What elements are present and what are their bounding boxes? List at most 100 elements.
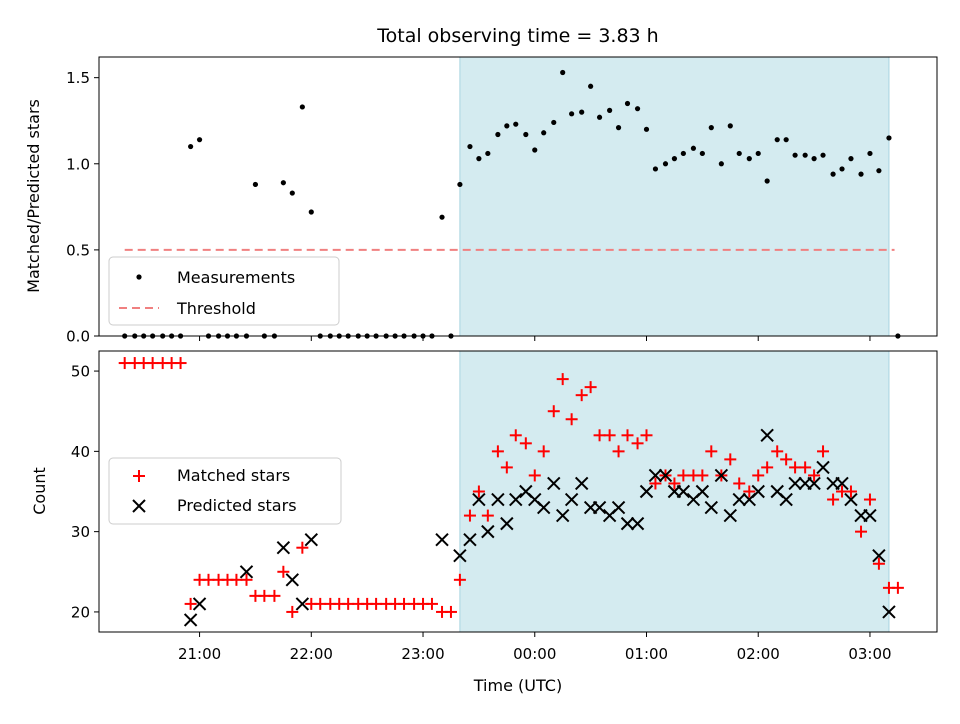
measurement-point — [299, 104, 305, 110]
predicted-star-point — [295, 597, 310, 611]
matched-star-point — [696, 469, 709, 482]
measurement-point — [252, 181, 259, 188]
measurement-point — [289, 190, 295, 196]
y-tick-label: 1.5 — [66, 69, 90, 87]
measurement-point — [746, 156, 752, 162]
matched-star-point — [593, 429, 606, 442]
predicted-star-point — [435, 532, 449, 547]
matched-star-point — [184, 597, 197, 610]
predicted-star-point — [732, 492, 746, 507]
matched-star-point — [444, 605, 457, 618]
predicted-star-point — [676, 484, 691, 499]
measurement-point — [280, 180, 286, 186]
bottom-legend: Matched stars Predicted stars — [108, 457, 342, 525]
predicted-star-point — [285, 573, 300, 587]
top-panel: 0.0 0.5 1.0 1.5 Matched/Predicted stars Mea… — [24, 56, 938, 346]
measurement-point — [607, 107, 613, 113]
measurement-point — [541, 130, 547, 136]
measurement-point — [858, 171, 864, 177]
predicted-star-point — [192, 597, 207, 611]
top-legend: Measurements Threshold — [108, 256, 340, 326]
predicted-star-point — [536, 500, 551, 515]
measurement-point — [457, 181, 463, 188]
predicted-star-point — [695, 484, 710, 499]
predicted-star-point — [630, 516, 645, 531]
measurement-point — [560, 69, 566, 76]
measurement-point — [783, 137, 789, 143]
x-tick-label: 23:00 — [401, 645, 444, 663]
predicted-star-point — [509, 492, 523, 507]
y-tick-label: 30 — [71, 523, 90, 541]
legend-matched-marker — [133, 470, 145, 482]
x-tick-label: 22:00 — [290, 645, 333, 663]
predicted-star-point — [723, 508, 738, 523]
measurement-point — [596, 114, 603, 120]
predicted-star-point — [555, 508, 570, 523]
matched-star-point — [799, 461, 812, 474]
matched-star-point — [891, 581, 904, 594]
measurement-point — [615, 125, 622, 131]
x-tick-label: 02:00 — [737, 645, 780, 663]
y-tick-label: 1.0 — [66, 155, 90, 173]
predicted-star-point — [788, 476, 802, 491]
matched-star-point — [500, 461, 513, 474]
measurement-point — [811, 156, 817, 162]
matched-star-point — [268, 589, 281, 602]
y-tick-label: 0.5 — [66, 241, 90, 259]
matched-star-point — [612, 445, 625, 458]
matched-star-point — [370, 597, 383, 610]
predicted-star-point — [835, 476, 849, 491]
measurement-point — [867, 150, 873, 157]
predicted-star-point — [751, 484, 765, 499]
bottom-panel: 20 30 40 50 21:00 22:00 23:00 00:00 01:00 02:00 0… — [30, 350, 938, 695]
measurement-point — [551, 119, 557, 126]
measurement-point — [467, 143, 473, 150]
matched-star-point — [202, 573, 215, 586]
matched-star-point — [743, 485, 756, 498]
top-panel-shaded-region — [459, 56, 890, 337]
legend-matched-label: Matched stars — [177, 466, 290, 485]
matched-star-point — [724, 453, 737, 466]
predicted-star-point — [481, 524, 495, 539]
matched-star-point — [780, 453, 793, 466]
predicted-star-point — [592, 500, 607, 515]
matched-star-point — [509, 429, 522, 442]
predicted-star-point — [863, 508, 877, 523]
matched-star-point — [771, 445, 784, 458]
measurement-point — [523, 131, 529, 138]
matched-star-point — [146, 357, 159, 370]
measurement-point — [476, 156, 482, 162]
measurement-point — [886, 135, 892, 141]
matched-star-point — [844, 485, 857, 498]
measurement-point — [699, 150, 705, 157]
measurement-point — [839, 166, 845, 172]
measurement-point — [690, 145, 697, 151]
predicted-star-point — [453, 549, 467, 563]
matched-star-point — [277, 565, 290, 578]
x-tick-label: 21:00 — [178, 645, 221, 663]
measurement-point — [308, 209, 314, 215]
predicted-star-point — [648, 468, 663, 483]
measurement-point — [727, 123, 733, 129]
measurement-point — [774, 137, 780, 143]
matched-star-point — [631, 437, 644, 450]
matched-star-point — [519, 437, 532, 450]
measurement-point — [196, 137, 203, 143]
shaded-interval — [459, 56, 890, 337]
predicted-star-point — [574, 476, 589, 491]
predicted-star-point — [491, 492, 505, 507]
legend-threshold-label: Threshold — [176, 299, 256, 318]
predicted-star-point — [500, 516, 514, 531]
measurement-point — [439, 214, 445, 220]
matched-star-point — [296, 541, 309, 554]
matched-star-point — [537, 445, 550, 458]
predicted-star-point — [760, 428, 774, 443]
legend-measurements-marker — [136, 274, 142, 280]
predicted-star-point — [779, 492, 793, 507]
bottom-panel-marks — [118, 357, 904, 627]
predicted-star-point — [872, 549, 886, 563]
matched-star-point — [556, 373, 569, 386]
matched-star-point — [827, 493, 840, 506]
top-panel-y-axis: 0.0 0.5 1.0 1.5 — [66, 69, 99, 346]
